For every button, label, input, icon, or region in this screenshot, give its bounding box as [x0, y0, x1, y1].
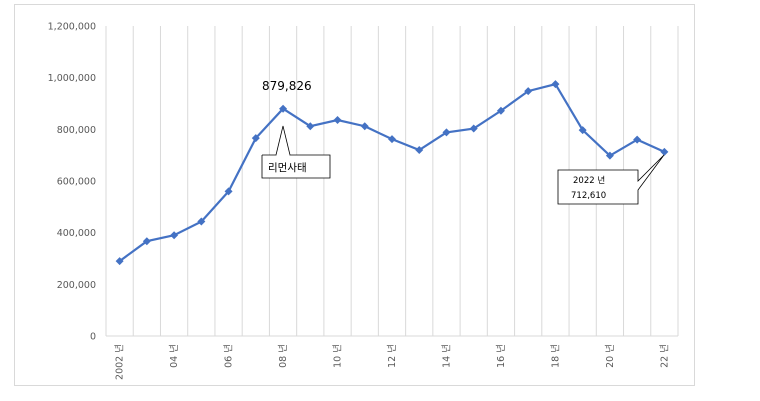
y-tick-label: 200,000 [57, 280, 96, 291]
end-value-label: 712,610 [571, 191, 606, 201]
data-point [279, 104, 288, 113]
x-tick-label: 20 년 [605, 344, 616, 368]
crisis-callout: 리먼사태 [261, 125, 331, 179]
x-tick-label: 04 년 [169, 344, 180, 368]
data-point [415, 146, 424, 154]
data-markers [115, 80, 669, 266]
end-year-label: 2022 년 [573, 175, 605, 186]
data-point [333, 116, 342, 125]
peak-value-label: 879,826 [262, 79, 312, 93]
end-callout: 2022 년 712,610 [557, 154, 665, 205]
data-point [170, 231, 179, 240]
data-point [115, 257, 124, 266]
y-tick-label: 400,000 [57, 228, 96, 239]
y-tick-label: 1,200,000 [48, 22, 96, 33]
x-tick-label: 08 년 [278, 344, 289, 368]
x-tick-label: 10 년 [333, 344, 344, 368]
x-tick-label: 22 년 [659, 344, 670, 368]
data-point [605, 151, 614, 160]
data-point [660, 147, 669, 156]
data-point [197, 217, 206, 226]
y-tick-label: 600,000 [57, 177, 96, 188]
data-point [224, 187, 233, 196]
x-tick-label: 18 년 [550, 344, 561, 368]
y-tick-label: 1,000,000 [48, 73, 96, 84]
data-point [251, 134, 260, 143]
data-point [388, 135, 396, 144]
x-tick-label: 16 년 [496, 344, 507, 368]
x-tick-label: 06 년 [224, 344, 235, 368]
data-point [442, 128, 451, 137]
y-tick-label: 800,000 [57, 125, 96, 136]
data-point [551, 80, 560, 89]
crisis-label: 리먼사태 [268, 162, 307, 174]
data-point [360, 122, 369, 131]
data-point [578, 126, 587, 135]
data-point [524, 87, 533, 96]
data-point [496, 106, 505, 115]
data-point [633, 135, 642, 144]
x-tick-label: 2002 년 [115, 344, 126, 380]
x-tick-label: 14 년 [441, 344, 452, 368]
y-axis: 0 200,000 400,000 600,000 800,000 1,000,000 1,… [48, 22, 96, 343]
data-point [469, 124, 478, 133]
y-tick-label: 0 [90, 332, 96, 343]
data-point [142, 237, 151, 246]
x-tick-label: 12 년 [387, 344, 398, 368]
x-axis: 2002 년 04 년 06 년 08 년 10 년 12 년 14 년 16 년 18 년 20… [115, 344, 671, 380]
data-point [306, 122, 315, 131]
